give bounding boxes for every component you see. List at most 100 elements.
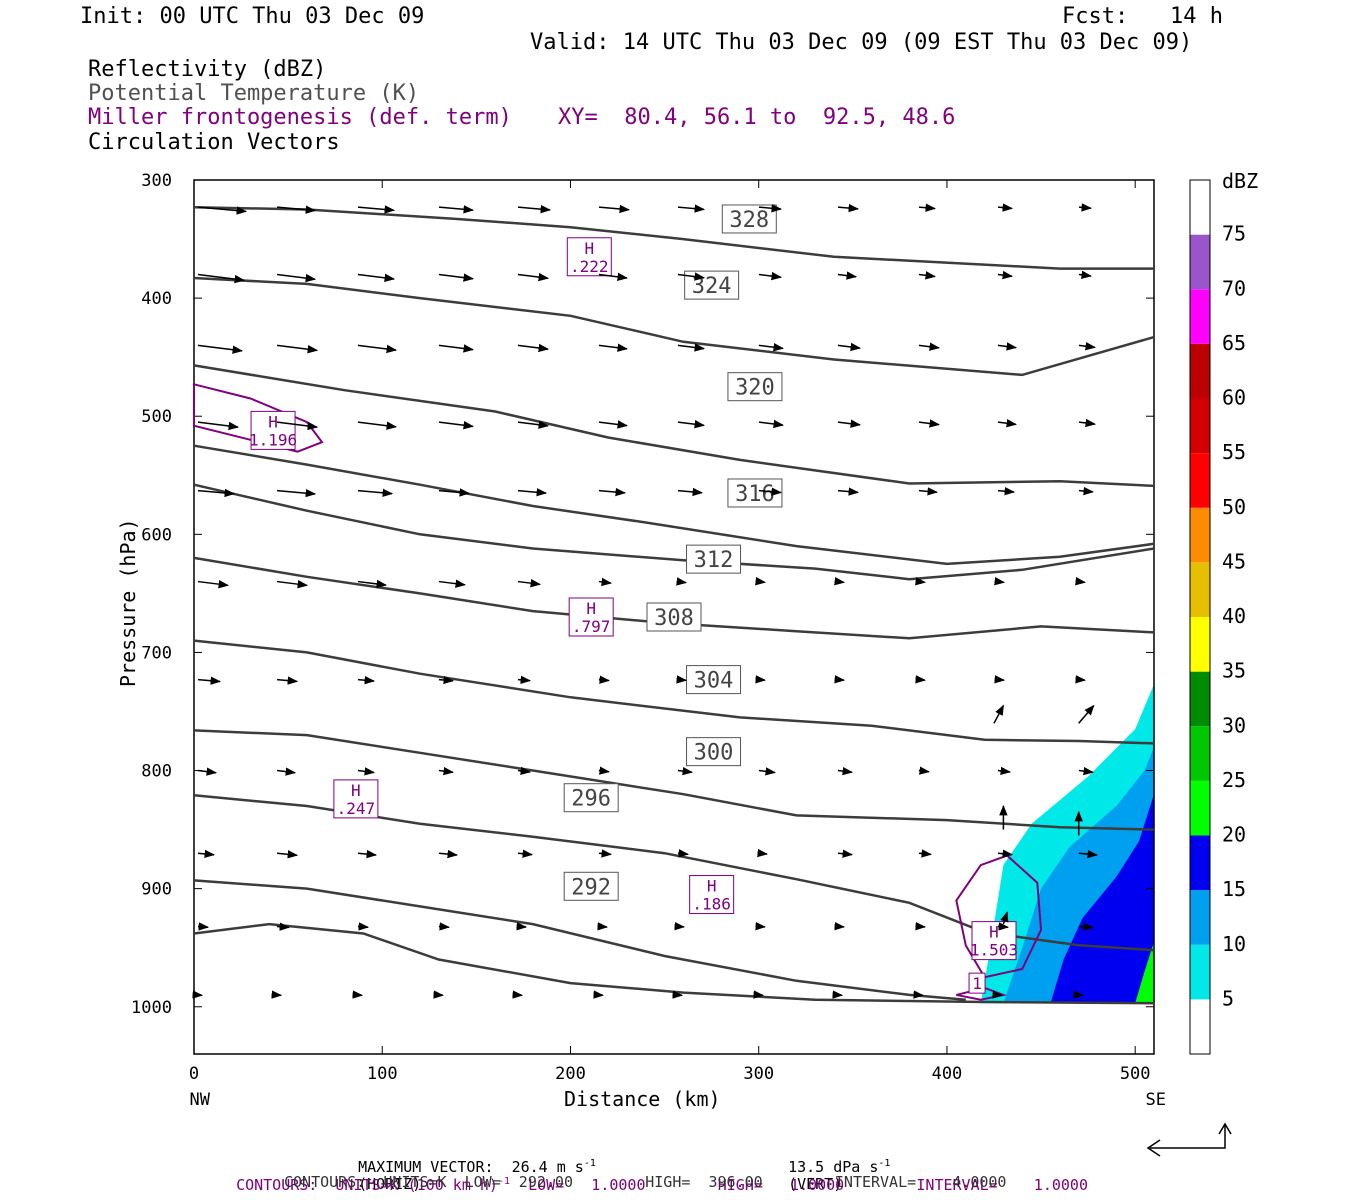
circulation-vector xyxy=(837,766,854,776)
circulation-vector xyxy=(357,579,388,589)
theta-label-box xyxy=(563,871,619,901)
theta-label: 312 xyxy=(694,548,734,573)
circulation-vector xyxy=(197,849,216,859)
circulation-vector xyxy=(197,273,246,284)
circulation-vector xyxy=(837,342,862,352)
circulation-vector xyxy=(1078,270,1092,279)
colorbar-label: 50 xyxy=(1222,495,1246,519)
field-theta: Potential Temperature (K) xyxy=(88,81,420,106)
colorbar-label: 45 xyxy=(1222,549,1246,573)
circulation-vector xyxy=(997,922,1010,931)
colorbar-segment xyxy=(1190,398,1210,454)
circulation-vector xyxy=(994,576,1006,586)
frontogenesis-label: H xyxy=(351,781,361,800)
circulation-vector xyxy=(757,848,768,858)
circulation-vector xyxy=(837,487,860,496)
circulation-vector xyxy=(918,849,932,858)
circulation-vector xyxy=(357,767,376,776)
frontogenesis-label: H xyxy=(584,239,594,258)
circulation-vector xyxy=(1078,342,1096,351)
x-tick-label: 300 xyxy=(743,1064,774,1084)
colorbar-segment xyxy=(1190,453,1210,508)
circulation-vector xyxy=(517,204,552,214)
circulation-vector xyxy=(598,675,610,684)
circulation-vector xyxy=(357,421,398,430)
circulation-vector xyxy=(276,273,317,283)
colorbar-label: 60 xyxy=(1222,386,1246,410)
frontogenesis-label-box xyxy=(250,410,296,450)
x-tick-label: 200 xyxy=(555,1064,586,1084)
y-tick-label: 600 xyxy=(141,525,172,545)
max-vector-vert: 13.5 dPa s xyxy=(788,1158,879,1176)
circulation-vector xyxy=(357,205,396,214)
frontogenesis-value: .222 xyxy=(570,257,609,276)
circulation-vector xyxy=(516,922,528,931)
max-vector-horiz: MAXIMUM VECTOR: 26.4 m s xyxy=(358,1158,584,1176)
theta-contour xyxy=(193,364,1155,488)
frontogenesis-contour-info: CONTOURS: UNITS=K (100 km h)-1 LOW= 1.00… xyxy=(218,1156,1088,1194)
circulation-vector xyxy=(918,487,938,496)
frontogenesis-contour-se xyxy=(955,854,1043,979)
y-tick-label: 800 xyxy=(141,762,172,782)
theta-label: 296 xyxy=(571,787,611,812)
circulation-vector xyxy=(197,488,236,498)
theta-label: 304 xyxy=(694,669,734,694)
circulation-vector xyxy=(755,675,766,684)
colorbar-label: 75 xyxy=(1222,222,1246,246)
colorbar-frame xyxy=(1189,179,1211,1055)
circulation-vector xyxy=(517,766,532,776)
circulation-vector xyxy=(517,578,542,588)
reference-arrow-up xyxy=(1218,1122,1232,1135)
x-tick-label: 400 xyxy=(932,1064,963,1084)
y-tick-label: 400 xyxy=(141,289,172,309)
circulation-vector xyxy=(357,344,398,354)
theta-contour xyxy=(193,444,1155,566)
x-tick-label: 100 xyxy=(367,1064,398,1084)
frontogenesis-contour-nw xyxy=(193,383,324,453)
circulation-vector xyxy=(1078,203,1092,212)
circulation-vector xyxy=(438,273,474,282)
theta-label: 300 xyxy=(694,741,734,766)
circulation-vector xyxy=(197,676,222,685)
frontogenesis-label-box xyxy=(568,597,614,637)
theta-label-box xyxy=(721,204,777,234)
frontogenesis-label: H xyxy=(707,877,717,896)
theta-contour xyxy=(193,639,1155,745)
circulation-vector xyxy=(677,420,706,429)
circulation-vector xyxy=(276,488,317,498)
colorbar-segment xyxy=(1190,999,1210,1054)
circulation-vector xyxy=(676,675,688,684)
colorbar-label: 30 xyxy=(1222,713,1246,737)
circulation-vector xyxy=(994,675,1006,684)
theta-label: 320 xyxy=(735,376,775,401)
circulation-vector xyxy=(438,922,450,931)
circulation-vector xyxy=(997,766,1012,776)
circulation-vector xyxy=(918,342,940,351)
colorbar-segment xyxy=(1190,343,1210,399)
theta-contour xyxy=(193,205,1154,270)
circulation-vector xyxy=(598,272,628,281)
circulation-vector xyxy=(918,419,940,428)
y-axis-title: Pressure (hPa) xyxy=(116,518,140,687)
circulation-vector xyxy=(197,579,230,589)
circulation-vector xyxy=(276,767,297,776)
field-vectors: Circulation Vectors xyxy=(88,130,340,155)
field-reflectivity: Reflectivity (dBZ) xyxy=(88,57,327,82)
frontogenesis-value: .797 xyxy=(572,617,611,636)
theta-label-box xyxy=(686,737,742,767)
init-time: Init: 00 UTC Thu 03 Dec 09 xyxy=(80,4,425,29)
circulation-vector xyxy=(915,576,926,586)
circulation-vector xyxy=(598,577,612,587)
circulation-vector xyxy=(758,419,784,429)
colorbar-segment xyxy=(1190,726,1210,781)
circulation-vector xyxy=(438,488,470,497)
theta-label: 308 xyxy=(654,606,694,631)
y-tick-label: 900 xyxy=(141,880,172,900)
reference-vector-horiz xyxy=(1150,1124,1226,1149)
colorbar-label: 20 xyxy=(1222,823,1246,847)
frontogenesis-label: H xyxy=(268,412,278,431)
theta-contour xyxy=(193,483,1155,581)
circulation-vector xyxy=(918,766,930,775)
circulation-vector xyxy=(915,675,926,684)
